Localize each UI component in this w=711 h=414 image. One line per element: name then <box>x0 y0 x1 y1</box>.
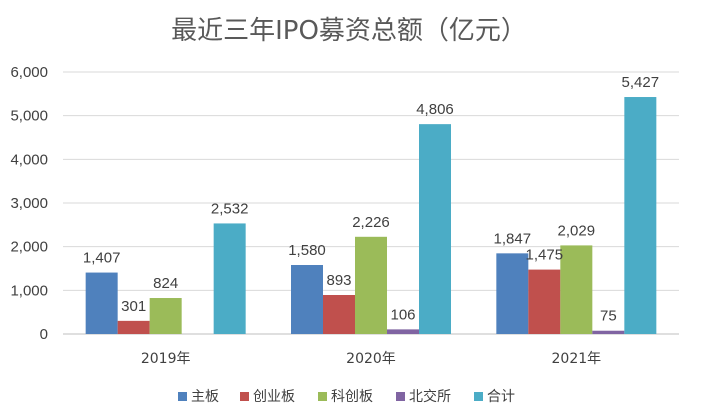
chart-title: 最近三年IPO募资总额（亿元） <box>171 16 527 46</box>
legend-label: 创业板 <box>253 389 295 405</box>
legend-label: 主板 <box>191 389 219 405</box>
bar <box>355 236 387 334</box>
data-label: 824 <box>153 275 178 292</box>
y-tick-label: 5,000 <box>10 108 48 125</box>
bar <box>323 295 355 334</box>
y-tick-label: 4,000 <box>10 151 48 168</box>
data-label: 1,475 <box>526 247 564 264</box>
bar <box>624 97 657 335</box>
bar <box>85 272 118 334</box>
data-label: 106 <box>390 306 415 323</box>
legend-label: 北交所 <box>409 388 451 405</box>
data-label: 893 <box>326 272 351 289</box>
bar <box>213 223 246 334</box>
bar <box>149 298 182 334</box>
legend-swatch <box>318 392 327 401</box>
bar <box>592 330 625 334</box>
bar <box>387 329 419 334</box>
data-label: 4,806 <box>416 101 454 118</box>
y-tick-label: 3,000 <box>10 195 48 212</box>
bars <box>85 97 657 335</box>
x-tick-label: 2020年 <box>346 351 396 367</box>
legend-swatch <box>474 392 483 401</box>
data-label: 1,847 <box>494 230 532 247</box>
y-axis: 0 1,000 2,000 3,000 4,000 5,000 6,000 <box>10 64 48 343</box>
data-label: 2,029 <box>558 222 596 239</box>
bar <box>560 245 593 334</box>
y-tick-label: 1,000 <box>10 282 48 299</box>
data-label: 301 <box>121 298 146 315</box>
legend: 主板 创业板 科创板 北交所 合计 <box>178 388 515 405</box>
bar <box>496 253 529 334</box>
x-tick-label: 2021年 <box>552 351 602 367</box>
legend-label: 科创板 <box>331 389 373 405</box>
legend-swatch <box>240 392 249 401</box>
x-axis: 2019年 2020年 2021年 <box>141 351 601 367</box>
data-label: 5,427 <box>622 74 660 91</box>
y-tick-label: 6,000 <box>10 64 48 81</box>
data-label: 2,226 <box>352 214 390 231</box>
legend-swatch <box>396 392 405 401</box>
bar <box>419 124 451 334</box>
bar <box>117 320 150 334</box>
y-tick-label: 0 <box>40 326 48 343</box>
bar <box>528 269 561 334</box>
bar <box>291 265 323 334</box>
data-label: 2,532 <box>211 200 249 217</box>
data-label: 1,580 <box>288 242 326 259</box>
x-tick-label: 2019年 <box>141 351 191 367</box>
y-tick-label: 2,000 <box>10 239 48 256</box>
legend-swatch <box>178 392 187 401</box>
data-label: 1,407 <box>83 250 121 267</box>
legend-label: 合计 <box>487 389 515 405</box>
data-label: 75 <box>600 308 617 325</box>
